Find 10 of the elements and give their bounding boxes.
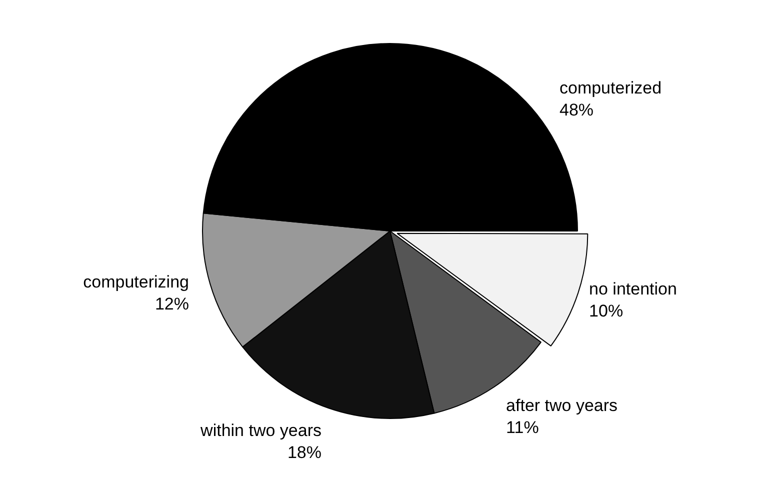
- slice-label: no intention: [589, 279, 677, 298]
- data-label: 48%: [559, 100, 594, 120]
- data-label: 12%: [154, 294, 189, 314]
- slice-label: within two years: [200, 420, 322, 440]
- data-label: 10%: [589, 301, 624, 320]
- slice-label: after two years: [506, 396, 618, 415]
- data-label: 11%: [506, 418, 539, 437]
- data-label: 18%: [287, 442, 322, 462]
- slice-label: computerized: [559, 78, 662, 98]
- slice-label: computerizing: [83, 272, 189, 292]
